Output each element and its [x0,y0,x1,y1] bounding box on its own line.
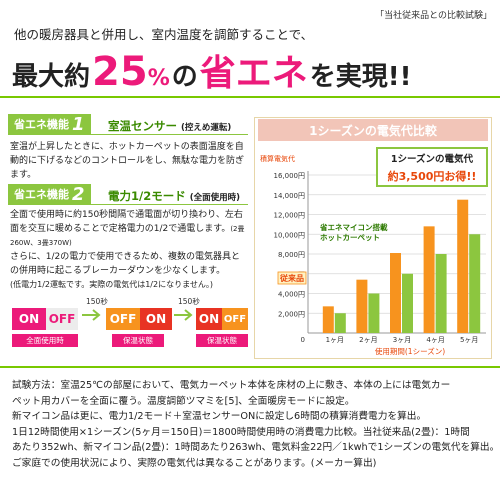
y-tick-label: 12,000円 [274,212,306,220]
test-line: 新マイコン品は更に、電力1/2モード＋室温センサーONに設定し6時間の積算消費電… [12,411,427,422]
subheading: 他の暖房器具と併用し、室内温度を調節することで、 [14,27,314,42]
y-tick-label: 14,000円 [274,192,306,200]
arrow-right-icon [174,309,193,321]
divider-bottom [0,366,500,368]
feature2-badge: 省エネ機能 2 [8,183,91,205]
y-tick-label: 8,000円 [278,251,305,259]
y-tick-label: 10,000円 [274,231,306,239]
feature1-title-note: (控えめ運転) [181,123,232,133]
y-tick-label: 4,000円 [278,291,305,299]
bar-eco [469,234,481,333]
diagram3-on: ON [196,308,222,330]
bar-conventional [457,199,469,333]
feature2-desc2: さらに、1/2の電力で使用できるため、複数の電気器具との併用時に起こるブレーカー… [10,252,241,276]
x-tick-label: 3ヶ月 [393,336,411,344]
feature1-badge-label: 省エネ機能 [14,118,69,131]
bar-eco [435,254,447,333]
diagram1-off: OFF [46,308,78,330]
bar-eco [402,273,413,333]
diagram2-off: OFF [106,308,140,330]
feature2-badge-num: 2 [72,183,85,205]
series-label-eco: 省エネマイコン搭載 [319,222,388,232]
headline-save: 省エネ [199,53,308,94]
x-tick-label: 1ヶ月 [326,336,344,344]
callout-line2: 約3,500円お得!! [387,170,477,183]
diagram-label-keep-1: 保温状態 [112,334,164,347]
feature2-desc3: (低電力1/2運転です。実際の電気代は1/2になりません。) [10,280,213,289]
bar-conventional [356,279,368,333]
feature2-title: 電力1/2モード (全面使用時) [108,188,240,204]
bar-conventional [322,306,334,333]
callout-line1: 1シーズンの電気代 [390,154,474,165]
test-line: 1日12時間使用×1シーズン(5ヶ月＝150日)＝1800時間使用時の消費電力比… [12,426,470,438]
y-axis-label: 積算電気代 [260,154,295,163]
bar-eco [368,293,380,333]
test-line: ご家庭での使用状況により、実際の電気代は異なることがあります。(メーカー算出) [12,457,377,469]
test-line: 試験方法：室温25℃の部屋において、電気カーペット本体を床材の上に敷き、本体の上… [12,380,451,391]
feature1-underline [8,134,248,135]
mode-switch-diagram: ON OFF 全面使用時 150秒 OFF ON 保温状態 150秒 ON OF… [12,294,248,360]
feature2-desc1-note: (2畳260W、3畳370W) [10,225,245,247]
bar-conventional [423,226,435,333]
series-label-eco: ホットカーペット [320,233,380,242]
headline: 最大約 25% の 省エネ を実現!! [12,44,412,95]
diagram1-on: ON [12,308,46,330]
feature2-desc: 全面で使用時に約150秒間隔で通電面が切り換わり、左右面を交互に暖めることで定格… [10,208,248,292]
feature1-badge: 省エネ機能 1 [8,113,91,135]
headline-percent-num: 25 [92,49,148,95]
diagram-seconds-2: 150秒 [178,297,200,306]
cost-bar-chart: 積算電気代16,000円14,000円12,000円10,000円8,000円6… [260,154,486,356]
feature2-title-note: (全面使用時) [189,193,240,203]
savings-callout: 1シーズンの電気代 約3,500円お得!! [376,147,488,187]
headline-percent: 25% [92,49,170,95]
test-line: あたり352wh、新マイコン品(2畳)：1時間あたり263wh、電気料金22円／… [12,442,500,453]
y-tick-label: 16,000円 [274,172,306,180]
y-tick-label: 0 [301,336,305,344]
diagram-label-keep-2: 保温状態 [196,334,248,347]
bar-eco [334,313,346,333]
bar-conventional [390,253,401,333]
feature1-title-main: 室温センサー [108,119,177,133]
divider-top [0,96,500,98]
comparison-test-tag: 「当社従来品との比較試験」 [375,11,492,21]
x-axis-label: 使用期間(1シーズン) [375,346,445,356]
test-method: 試験方法：室温25℃の部屋において、電気カーペット本体を床材の上に敷き、本体の上… [12,378,500,471]
headline-post: を実現!! [309,62,412,92]
x-tick-label: 2ヶ月 [359,336,377,344]
feature2-desc1: 全面で使用時に約150秒間隔で通電面が切り換わり、左右面を交互に暖めることで定格… [10,210,243,234]
feature2-title-main: 電力1/2モード [108,189,186,203]
test-line: ペット用カバーを全面に覆う。温度調節ツマミを[5]、全面暖房モードに設定。 [12,395,355,407]
diagram-seconds-1: 150秒 [86,297,108,306]
feature1-title: 室温センサー (控えめ運転) [108,118,231,134]
diagram3-off: OFF [222,308,248,330]
feature1-desc: 室温が上昇したときに、ホットカーペットの表面温度を自動的に下げるなどのコントロー… [10,142,245,180]
feature2-underline [8,204,248,205]
arrow-right-icon [82,309,101,321]
feature2-badge-label: 省エネ機能 [14,188,69,201]
series-label-box-conventional [277,271,307,285]
diagram-label-full: 全面使用時 [12,334,78,347]
series-label-conventional: 従来品 [279,273,304,283]
y-tick-label: 2,000円 [278,310,305,318]
headline-percent-sign: % [147,66,170,91]
diagram2-on: ON [140,308,172,330]
headline-mid: の [171,62,198,92]
x-tick-label: 5ヶ月 [460,336,478,344]
x-tick-label: 4ヶ月 [426,336,444,344]
feature1-badge-num: 1 [72,113,85,135]
headline-pre: 最大約 [12,62,91,92]
chart-header: 1シーズンの電気代比較 [258,119,488,141]
